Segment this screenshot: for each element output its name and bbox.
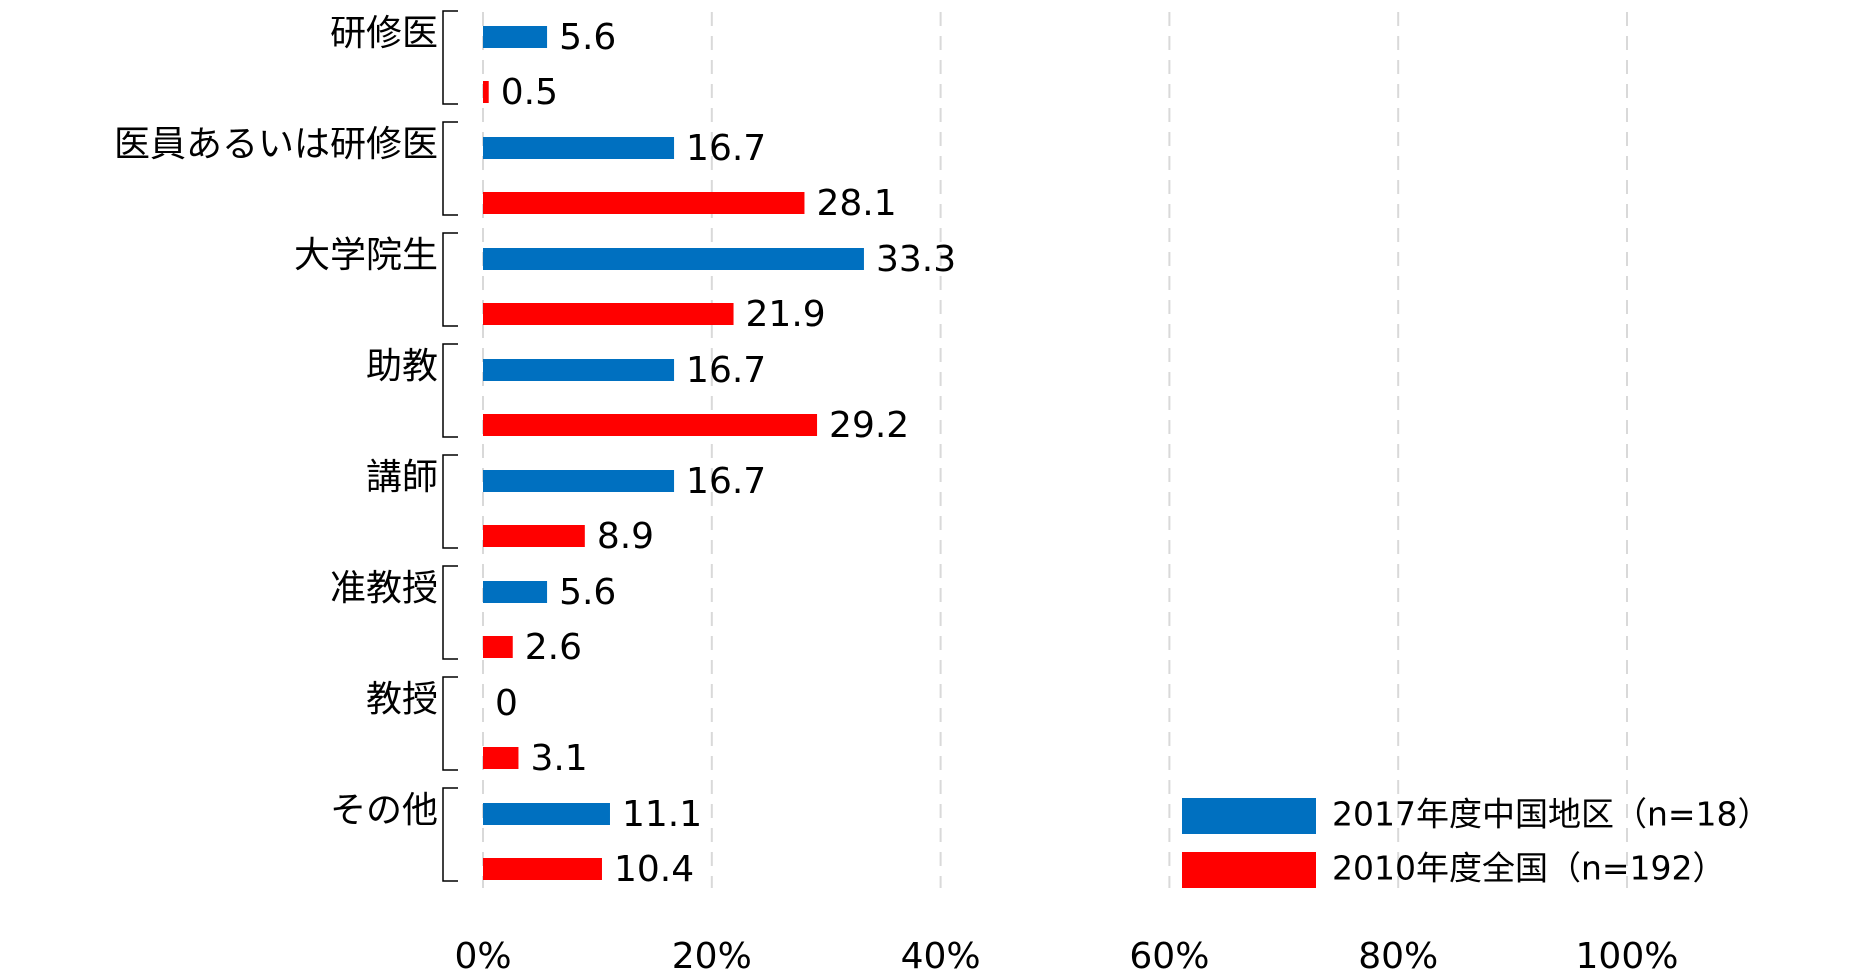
value-label: 28.1 <box>816 183 896 224</box>
value-label: 2.6 <box>525 627 582 668</box>
value-label: 0 <box>495 683 518 724</box>
bar <box>483 359 675 381</box>
bracket <box>442 787 458 882</box>
bar <box>483 747 519 769</box>
bar <box>483 81 489 103</box>
value-label: 16.7 <box>686 461 766 502</box>
y-tick-label: 研修医 <box>330 13 438 54</box>
value-label: 0.5 <box>501 72 558 113</box>
y-tick-label: その他 <box>330 790 438 831</box>
bar <box>483 248 864 270</box>
legend-swatch <box>1182 798 1316 834</box>
value-label: 5.6 <box>559 17 616 58</box>
value-label: 5.6 <box>559 572 616 613</box>
bracket <box>442 343 458 438</box>
bracket <box>442 454 458 549</box>
value-label: 16.7 <box>686 128 766 169</box>
legend-label: 2010年度全国（n=192） <box>1332 849 1726 888</box>
y-tick-label: 准教授 <box>330 568 438 609</box>
bar <box>483 803 610 825</box>
value-label: 33.3 <box>876 239 956 280</box>
value-label: 11.1 <box>622 794 702 835</box>
y-tick-label: 教授 <box>366 679 438 720</box>
bar <box>483 636 513 658</box>
x-tick-label: 40% <box>901 936 981 976</box>
value-label: 10.4 <box>614 849 694 890</box>
y-tick-label: 助教 <box>366 346 438 387</box>
x-tick-label: 80% <box>1358 936 1438 976</box>
bar <box>483 470 675 492</box>
bar <box>483 858 602 880</box>
value-label: 3.1 <box>530 738 587 779</box>
bracket <box>442 10 458 105</box>
value-label: 29.2 <box>829 405 909 446</box>
value-label: 21.9 <box>746 294 826 335</box>
legend-label: 2017年度中国地区（n=18） <box>1332 795 1771 834</box>
x-tick-label: 20% <box>672 936 752 976</box>
y-tick-label: 大学院生 <box>294 235 438 276</box>
bar <box>483 303 734 325</box>
bracket <box>442 121 458 216</box>
bracket <box>442 565 458 660</box>
bar <box>483 525 585 547</box>
bar <box>483 137 675 159</box>
bar <box>483 26 548 48</box>
bar <box>483 192 805 214</box>
y-tick-label: 講師 <box>366 457 438 498</box>
y-tick-label: 医員あるいは研修医 <box>114 124 438 165</box>
x-tick-label: 0% <box>454 936 511 976</box>
value-label: 16.7 <box>686 350 766 391</box>
x-tick-label: 100% <box>1576 936 1679 976</box>
bar <box>483 581 548 603</box>
legend-swatch <box>1182 852 1316 888</box>
bar <box>483 414 818 436</box>
bracket <box>442 232 458 327</box>
bracket <box>442 676 458 771</box>
value-label: 8.9 <box>597 516 654 557</box>
x-tick-label: 60% <box>1129 936 1209 976</box>
